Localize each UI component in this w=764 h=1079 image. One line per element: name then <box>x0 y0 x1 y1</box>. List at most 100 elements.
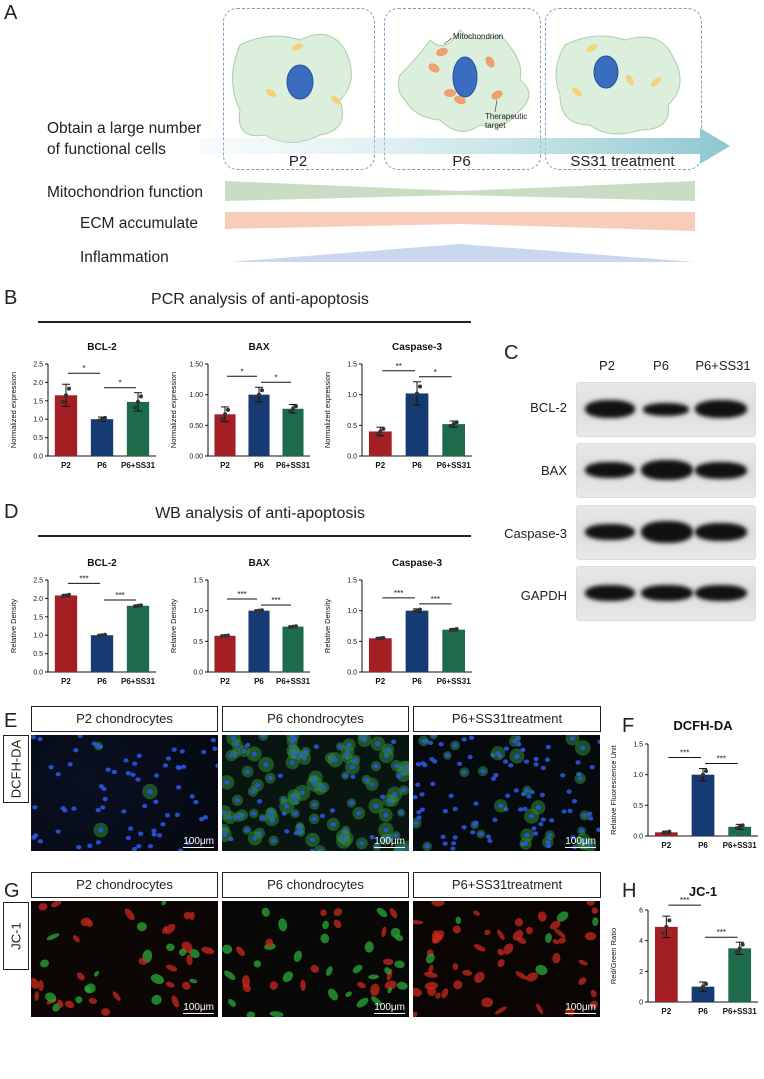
y-tick-label: 0.5 <box>33 435 43 442</box>
bar-p2 <box>368 638 392 672</box>
nucleus <box>284 829 290 834</box>
green-signal <box>356 997 369 1008</box>
y-tick-label: 0.0 <box>193 670 203 677</box>
nucleus <box>413 795 418 800</box>
green-signal <box>189 978 198 984</box>
nucleus <box>245 769 251 774</box>
nucleus <box>244 827 250 833</box>
bar-p2 <box>654 926 678 1002</box>
bar-p2 <box>214 635 236 672</box>
nucleus <box>383 827 389 833</box>
data-point <box>448 628 453 633</box>
y-tick-label: 0.5 <box>347 639 357 646</box>
red-signal <box>236 946 245 957</box>
data-point <box>661 831 666 836</box>
trend-mito-function <box>225 181 695 201</box>
nucleus <box>430 781 436 787</box>
nucleus <box>215 763 218 768</box>
nucleus <box>539 792 545 798</box>
wb-row-caspase3: Caspase-3 <box>504 526 567 541</box>
nucleus <box>201 749 207 755</box>
data-point <box>220 634 224 639</box>
nucleus <box>369 782 375 787</box>
red-signal <box>370 983 380 997</box>
nucleus <box>385 747 391 752</box>
nucleus <box>452 806 458 812</box>
mitochondrion-label: Mitochondrion <box>453 32 504 41</box>
nucleus <box>337 744 343 749</box>
nucleus <box>560 773 566 778</box>
nucleus <box>317 848 323 851</box>
nucleus <box>523 841 529 846</box>
red-signal <box>473 910 480 916</box>
nucleus <box>340 833 346 839</box>
y-tick-label: 1.5 <box>33 398 43 405</box>
nucleus <box>263 762 269 767</box>
nucleus <box>284 804 290 809</box>
x-tick-label: P2 <box>61 461 71 470</box>
nucleus <box>252 836 258 841</box>
image-dcfh-ss31: 100μm <box>413 735 600 851</box>
data-point <box>734 950 739 955</box>
red-signal <box>88 997 98 1005</box>
chart-pcr-caspase3: Caspase-3 Normalized expression 0.0 0.5 1.0 1… <box>323 342 472 470</box>
nucleus <box>456 761 463 766</box>
nucleus <box>193 799 199 805</box>
nucleus <box>438 741 444 747</box>
data-point <box>704 768 708 773</box>
green-signal <box>85 983 96 994</box>
nucleus <box>452 743 458 748</box>
green-signal <box>136 922 147 932</box>
data-point <box>375 636 380 641</box>
bar-p6 <box>405 610 429 672</box>
data-point <box>97 418 101 423</box>
data-point <box>448 423 453 428</box>
data-point <box>133 405 137 410</box>
scale-bar: 100μm <box>374 836 405 848</box>
nucleus <box>32 805 38 810</box>
red-signal <box>413 920 424 925</box>
nucleus <box>398 810 404 815</box>
significance-label: * <box>82 364 85 373</box>
y-tick-label: 0.0 <box>633 834 643 841</box>
x-tick-label: P6 <box>254 461 264 470</box>
nucleus <box>202 815 209 820</box>
y-tick-label: 4 <box>639 938 643 945</box>
data-point <box>734 826 739 831</box>
nucleus <box>580 745 586 751</box>
blot-caspase3 <box>576 505 756 560</box>
x-tick-label: P6+SS31 <box>437 461 472 470</box>
y-tick-label: 0.0 <box>347 670 357 677</box>
nucleus <box>235 814 241 820</box>
significance-label: *** <box>431 595 440 604</box>
data-point <box>257 608 261 613</box>
red-signal <box>497 948 505 956</box>
y-tick-label: 0.5 <box>193 639 203 646</box>
data-point <box>701 772 705 777</box>
significance-label: *** <box>394 589 403 598</box>
y-tick-label: 0.0 <box>347 454 357 461</box>
nucleus <box>342 773 348 778</box>
y-tick-label: 1.0 <box>33 417 43 424</box>
data-point <box>100 633 104 638</box>
significance-label: ** <box>396 362 402 371</box>
nucleus <box>199 817 205 822</box>
wb-section-title: WB analysis of anti-apoptosis <box>155 505 365 522</box>
data-point <box>260 388 264 393</box>
green-signal <box>222 944 233 954</box>
data-point <box>661 931 666 936</box>
nucleus <box>444 753 450 758</box>
y-axis-label: Red/Green Ratio <box>609 928 618 984</box>
nucleus <box>520 747 526 752</box>
panel-label-b: B <box>4 287 18 309</box>
nucleus <box>382 837 388 842</box>
bar-p6 <box>691 986 715 1002</box>
nucleus <box>291 735 297 740</box>
nucleus <box>297 826 303 831</box>
green-signal <box>327 988 339 1001</box>
data-point <box>740 942 745 947</box>
red-signal <box>591 907 599 914</box>
y-axis-label: Normalized expression <box>323 372 332 448</box>
nucleus <box>369 834 375 840</box>
significance-label: *** <box>717 755 726 764</box>
